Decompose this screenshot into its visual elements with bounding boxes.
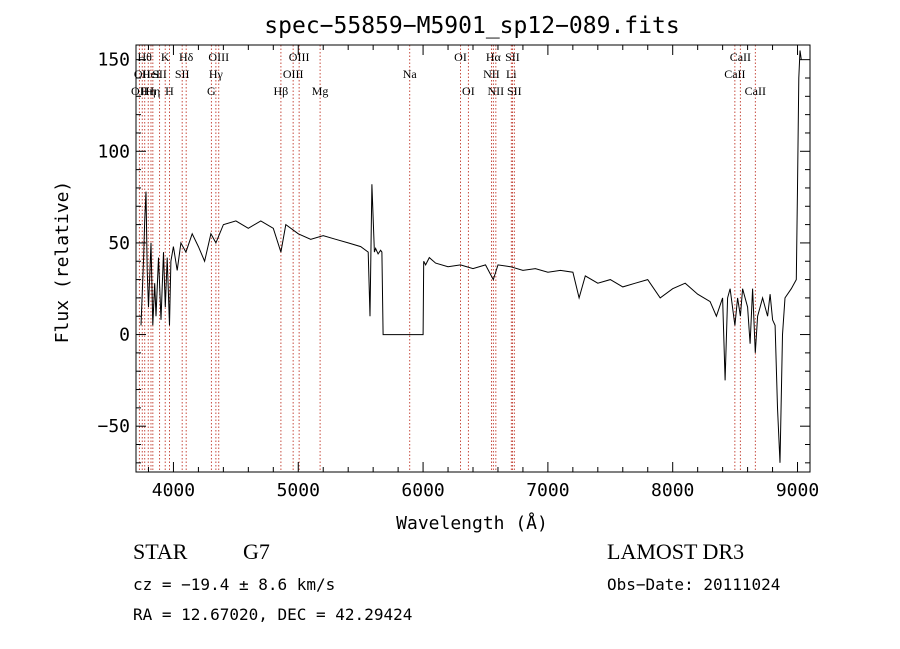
y-tick-label: 150 xyxy=(97,50,130,71)
line-label: Hη xyxy=(141,84,156,98)
x-tick-label: 4000 xyxy=(152,480,195,501)
line-label: Hγ xyxy=(209,67,224,81)
coordinates: RA = 12.67020, DEC = 42.29424 xyxy=(133,605,412,624)
x-tick-label: 9000 xyxy=(776,480,819,501)
line-label: Hδ xyxy=(179,50,194,64)
x-tick-label: 6000 xyxy=(401,480,444,501)
spectral-line-markers xyxy=(138,45,756,472)
line-label: SII xyxy=(507,84,522,98)
line-label: SII xyxy=(505,50,520,64)
chart-title: spec−55859−M5901_sp12−089.fits xyxy=(264,13,679,39)
y-tick-label: −50 xyxy=(97,416,130,437)
line-label: Na xyxy=(403,67,418,81)
x-axis: 4000 5000 6000 7000 8000 9000 xyxy=(147,45,819,501)
subclass: G7 xyxy=(243,539,270,564)
line-label: OII xyxy=(131,84,148,98)
spectrum-info: STAR G7 LAMOST DR3 cz = −19.4 ± 8.6 km/s… xyxy=(133,539,780,624)
line-label: Hα xyxy=(486,50,502,64)
x-tick-label: 7000 xyxy=(526,480,569,501)
line-label: OI xyxy=(462,84,475,98)
object-type: STAR xyxy=(133,539,188,564)
spectrum-line xyxy=(140,50,802,463)
line-label: SII xyxy=(152,67,167,81)
y-tick-label: 0 xyxy=(119,325,130,346)
line-label: NII xyxy=(488,84,505,98)
redshift-velocity: cz = −19.4 ± 8.6 km/s xyxy=(133,575,335,594)
line-label: Hβ xyxy=(274,84,289,98)
line-label: K xyxy=(161,50,170,64)
survey-name: LAMOST DR3 xyxy=(607,539,744,564)
line-label: OIII xyxy=(283,67,304,81)
line-label: SII xyxy=(175,67,190,81)
line-label: OIII xyxy=(208,50,229,64)
line-label: H xyxy=(165,84,174,98)
line-label: Mg xyxy=(312,84,329,98)
y-axis: −50 0 50 100 150 xyxy=(97,50,810,464)
x-axis-label: Wavelength (Å) xyxy=(396,512,548,534)
y-axis-label: Flux (relative) xyxy=(52,181,73,344)
x-tick-label: 5000 xyxy=(277,480,320,501)
line-label: CaII xyxy=(724,67,745,81)
line-label: HeI xyxy=(142,67,160,81)
x-tick-label: 8000 xyxy=(651,480,694,501)
line-label: Li xyxy=(506,67,517,81)
line-label: NII xyxy=(483,67,500,81)
observation-date: Obs−Date: 20111024 xyxy=(607,575,780,594)
y-tick-label: 100 xyxy=(97,141,130,162)
line-label: OI xyxy=(454,50,467,64)
line-label: CaII xyxy=(745,84,766,98)
y-tick-label: 50 xyxy=(108,233,130,254)
line-label: G xyxy=(207,84,216,98)
plot-frame xyxy=(135,44,811,473)
line-label: CaII xyxy=(730,50,751,64)
line-label: Hη xyxy=(145,84,160,98)
line-label: OIII xyxy=(289,50,310,64)
line-label: Hθ xyxy=(138,50,153,64)
spectral-line-labels: OIIOIIHθHηHeIHηSIIKHSIIHδGHγOIIIHβOIIIOI… xyxy=(131,50,766,98)
